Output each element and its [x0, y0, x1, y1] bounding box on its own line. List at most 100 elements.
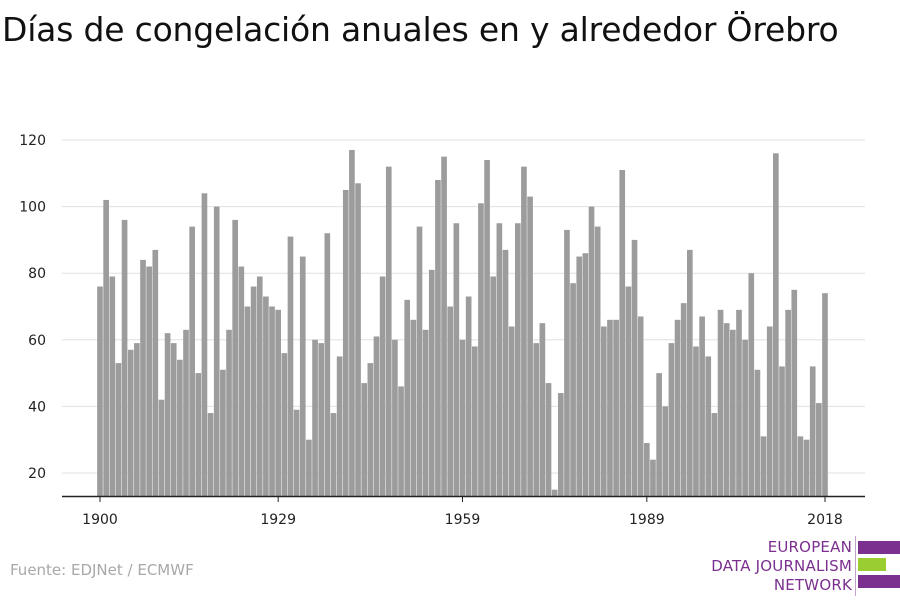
bar-1966[interactable]: [502, 249, 509, 496]
bar-1950[interactable]: [404, 299, 411, 496]
bar-2002[interactable]: [723, 323, 730, 496]
bar-1960[interactable]: [465, 296, 472, 496]
bar-2018[interactable]: [822, 293, 828, 496]
bar-1930[interactable]: [281, 353, 288, 496]
bar-1965[interactable]: [496, 223, 503, 496]
bar-2005[interactable]: [742, 339, 748, 496]
bar-1911[interactable]: [164, 333, 171, 496]
bar-1991[interactable]: [656, 373, 662, 496]
bar-1994[interactable]: [674, 319, 681, 496]
bar-1926[interactable]: [256, 276, 263, 496]
bar-1974[interactable]: [551, 489, 558, 496]
bar-2014[interactable]: [797, 436, 804, 496]
bar-1928[interactable]: [269, 306, 275, 497]
bar-1948[interactable]: [392, 339, 398, 496]
bar-1921[interactable]: [226, 329, 232, 496]
edjnet-logo[interactable]: EUROPEAN DATA JOURNALISM NETWORK: [700, 536, 900, 596]
bar-2001[interactable]: [717, 309, 724, 496]
bar-1999[interactable]: [705, 356, 712, 496]
bar-1989[interactable]: [644, 443, 650, 496]
bar-1993[interactable]: [668, 343, 675, 496]
bar-1914[interactable]: [183, 329, 189, 496]
bar-1959[interactable]: [459, 339, 466, 496]
bar-1912[interactable]: [170, 343, 177, 496]
bar-1968[interactable]: [514, 223, 521, 496]
bar-1929[interactable]: [275, 309, 281, 496]
bar-2011[interactable]: [779, 366, 785, 496]
bar-1980[interactable]: [588, 206, 595, 496]
bar-2008[interactable]: [760, 436, 767, 496]
bar-1942[interactable]: [355, 183, 361, 497]
bar-1984[interactable]: [613, 319, 619, 496]
bar-1992[interactable]: [662, 406, 669, 496]
bar-1947[interactable]: [385, 166, 392, 496]
bar-1988[interactable]: [637, 316, 644, 496]
bar-1956[interactable]: [441, 156, 447, 496]
bar-1979[interactable]: [582, 253, 589, 496]
bar-2000[interactable]: [711, 413, 718, 496]
bar-1983[interactable]: [607, 319, 613, 496]
bar-1987[interactable]: [631, 239, 638, 496]
bar-1907[interactable]: [140, 259, 146, 496]
bar-1939[interactable]: [336, 356, 343, 496]
bar-1978[interactable]: [576, 256, 583, 496]
bar-1900[interactable]: [97, 286, 103, 496]
bar-1918[interactable]: [207, 413, 214, 496]
bar-1977[interactable]: [570, 283, 576, 496]
bar-1920[interactable]: [220, 369, 226, 496]
bar-1996[interactable]: [687, 249, 693, 496]
bar-1962[interactable]: [478, 203, 484, 496]
bar-1903[interactable]: [115, 363, 122, 496]
bar-1925[interactable]: [250, 286, 257, 496]
bar-1913[interactable]: [177, 359, 183, 496]
bar-1957[interactable]: [447, 306, 454, 497]
bar-2017[interactable]: [816, 403, 822, 496]
bar-1906[interactable]: [134, 343, 140, 496]
bar-1940[interactable]: [342, 189, 349, 496]
bar-1976[interactable]: [564, 229, 570, 496]
bar-2003[interactable]: [730, 329, 736, 496]
bar-2016[interactable]: [809, 366, 816, 496]
bar-1945[interactable]: [373, 336, 380, 496]
bar-2013[interactable]: [791, 289, 798, 496]
bar-1941[interactable]: [349, 149, 355, 497]
bar-1910[interactable]: [158, 399, 165, 496]
bar-1905[interactable]: [127, 349, 134, 496]
bar-1964[interactable]: [490, 276, 497, 496]
bar-1944[interactable]: [367, 363, 374, 496]
bar-1909[interactable]: [152, 249, 159, 496]
bar-1917[interactable]: [201, 193, 208, 496]
bar-2015[interactable]: [803, 439, 810, 496]
bar-1904[interactable]: [121, 219, 128, 497]
bar-1919[interactable]: [213, 206, 220, 496]
bar-2007[interactable]: [754, 369, 761, 496]
bar-1931[interactable]: [287, 236, 294, 496]
bar-1952[interactable]: [416, 226, 423, 496]
bar-1953[interactable]: [422, 329, 429, 496]
bar-1986[interactable]: [625, 286, 632, 496]
bar-1943[interactable]: [361, 383, 368, 496]
bar-1970[interactable]: [527, 196, 533, 497]
bar-1985[interactable]: [619, 169, 626, 496]
bar-1936[interactable]: [318, 343, 325, 496]
bar-1934[interactable]: [306, 439, 312, 496]
bar-1982[interactable]: [600, 326, 607, 496]
bar-1967[interactable]: [508, 326, 515, 496]
bar-2012[interactable]: [785, 309, 791, 496]
bar-1981[interactable]: [594, 226, 601, 496]
bar-1901[interactable]: [103, 199, 109, 496]
bar-1949[interactable]: [398, 386, 404, 496]
bar-1923[interactable]: [238, 266, 245, 496]
bar-2004[interactable]: [736, 309, 742, 496]
bar-1922[interactable]: [232, 219, 238, 497]
bar-1971[interactable]: [533, 343, 540, 496]
bar-1908[interactable]: [146, 266, 152, 496]
bar-1938[interactable]: [330, 413, 337, 496]
bar-1995[interactable]: [680, 303, 687, 496]
bar-1927[interactable]: [263, 296, 269, 496]
bar-1935[interactable]: [312, 339, 318, 496]
bar-2006[interactable]: [748, 273, 755, 496]
bar-1955[interactable]: [435, 179, 441, 496]
bar-2009[interactable]: [766, 326, 773, 496]
bar-1997[interactable]: [693, 346, 699, 496]
